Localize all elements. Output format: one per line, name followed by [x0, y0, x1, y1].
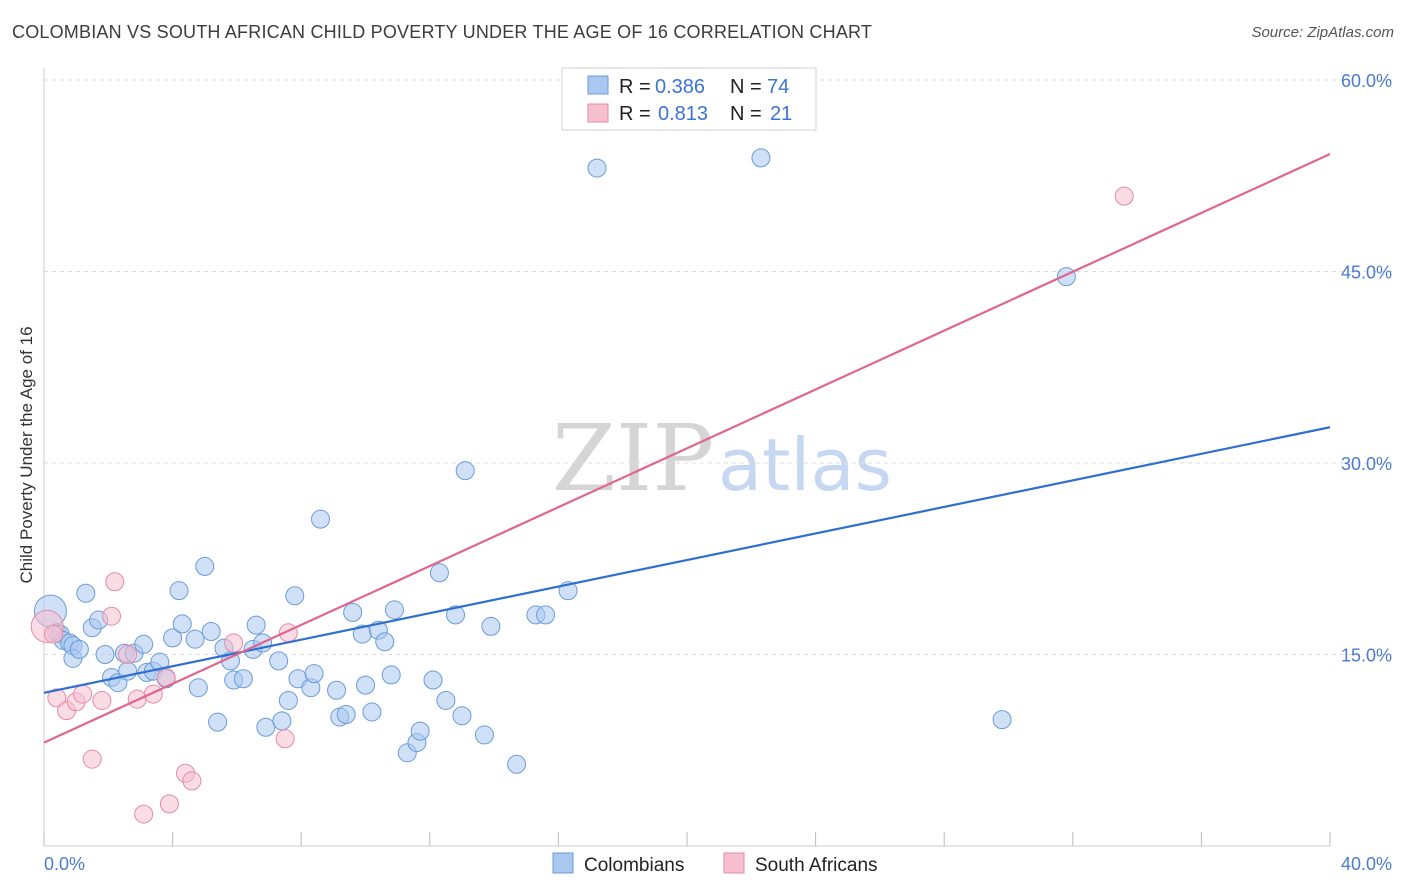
legend-n-value-1: 74	[767, 76, 789, 98]
colombians-point-49	[343, 602, 363, 622]
colombians-point-22	[163, 628, 183, 648]
colombians-point-65	[455, 461, 475, 481]
watermark-zip: ZIP	[552, 405, 714, 512]
colombians-point-56	[384, 600, 404, 620]
bottom-legend-colombians: Colombians	[584, 855, 684, 876]
colombians-point-23	[169, 581, 189, 601]
south-africans-point-12	[134, 804, 154, 824]
colombians-point-11	[95, 645, 115, 664]
y-tick-label-30: 30.0%	[1341, 454, 1392, 474]
colombians-point-41	[285, 586, 305, 606]
colombians-point-35	[246, 615, 266, 635]
legend-r-value-2: 0.813	[658, 103, 708, 125]
legend-n-label-2: N =	[730, 103, 762, 125]
colombians-point-37	[256, 717, 276, 737]
chart-title: COLOMBIAN VS SOUTH AFRICAN CHILD POVERTY…	[12, 22, 873, 42]
colombians-trend-line	[43, 426, 1331, 694]
south-africans-point-18	[224, 633, 244, 653]
x-tick-label-min: 0.0%	[44, 854, 85, 874]
legend: R = 0.386 N = 74 R = 0.813 N = 21	[561, 67, 817, 131]
colombians-point-46	[327, 680, 347, 700]
colombians-point-27	[195, 556, 215, 576]
colombians-point-62	[436, 690, 456, 710]
south-africans-point-1	[44, 624, 64, 644]
source-label: Source: ZipAtlas.com	[1251, 24, 1394, 41]
colombians-point-28	[201, 622, 221, 642]
colombians-point-7	[69, 639, 89, 659]
south-africans-point-5	[73, 684, 93, 704]
colombians-point-45	[310, 509, 330, 529]
x-ticks	[43, 832, 1331, 846]
legend-r-label-2: R =	[619, 103, 651, 125]
south-africans-point-6	[82, 749, 102, 769]
colombians-point-25	[185, 629, 205, 649]
watermark-atlas: atlas	[718, 423, 892, 507]
south-africans-point-21	[1114, 186, 1134, 206]
legend-n-label-1: N =	[730, 76, 762, 98]
south-africans-point-19	[275, 729, 295, 749]
bottom-legend-swatch-south-africans	[723, 852, 745, 874]
colombians-point-64	[452, 706, 472, 726]
colombians-point-17	[134, 634, 154, 654]
bottom-legend-swatch-colombians	[552, 852, 574, 874]
colombians-point-44	[304, 664, 324, 684]
south-africans-point-15	[159, 794, 179, 814]
south-africans-point-17	[182, 771, 202, 791]
colombians-point-40	[278, 690, 298, 710]
colombians-point-8	[76, 583, 96, 603]
legend-r-label-1: R =	[619, 76, 651, 98]
colombians-point-33	[233, 669, 253, 689]
south-africans-point-9	[105, 572, 125, 592]
legend-n-value-2: 21	[770, 103, 792, 125]
south-africans-point-10	[118, 645, 138, 664]
grid-lines	[44, 79, 1392, 655]
south-africans-points	[30, 186, 1134, 824]
legend-r-value-1: 0.386	[655, 76, 705, 98]
colombians-point-63	[446, 605, 466, 625]
bottom-legend: Colombians South Africans	[552, 852, 878, 876]
south-africans-point-13	[143, 684, 163, 704]
y-tick-label-15: 15.0%	[1341, 646, 1392, 666]
south-africans-point-7	[92, 690, 112, 710]
colombians-point-68	[507, 754, 527, 774]
legend-swatch-south-africans	[587, 103, 609, 123]
colombians-point-39	[272, 711, 292, 731]
colombians-point-26	[188, 678, 208, 698]
south-africans-point-2	[47, 688, 67, 708]
y-tick-label-45: 45.0%	[1341, 263, 1392, 283]
colombians-point-61	[429, 563, 449, 583]
bottom-legend-south-africans: South Africans	[755, 855, 878, 876]
colombians-point-24	[172, 614, 192, 634]
colombians-point-74	[992, 710, 1012, 730]
colombians-point-48	[336, 705, 356, 725]
colombians-point-60	[423, 670, 443, 690]
colombians-point-54	[375, 632, 395, 652]
colombians-point-66	[474, 725, 494, 745]
trend-lines	[43, 153, 1331, 744]
colombians-point-59	[410, 721, 430, 741]
x-tick-label-max: 40.0%	[1341, 854, 1392, 874]
south-africans-point-8	[102, 606, 122, 626]
colombians-point-38	[269, 651, 289, 671]
colombians-point-55	[381, 665, 401, 685]
south-africans-trend-line	[43, 153, 1331, 744]
y-tick-label-60: 60.0%	[1341, 71, 1392, 91]
colombians-point-70	[536, 605, 556, 625]
colombians-point-72	[587, 158, 607, 178]
legend-swatch-colombians	[587, 75, 609, 95]
colombians-point-51	[356, 675, 375, 695]
colombians-point-29	[208, 712, 228, 732]
colombians-point-52	[362, 702, 382, 722]
colombians-point-73	[751, 148, 771, 168]
colombians-point-67	[481, 616, 501, 636]
y-axis-label: Child Poverty Under the Age of 16	[17, 326, 36, 583]
y-tick-labels: 15.0% 30.0% 45.0% 60.0%	[1341, 71, 1392, 666]
